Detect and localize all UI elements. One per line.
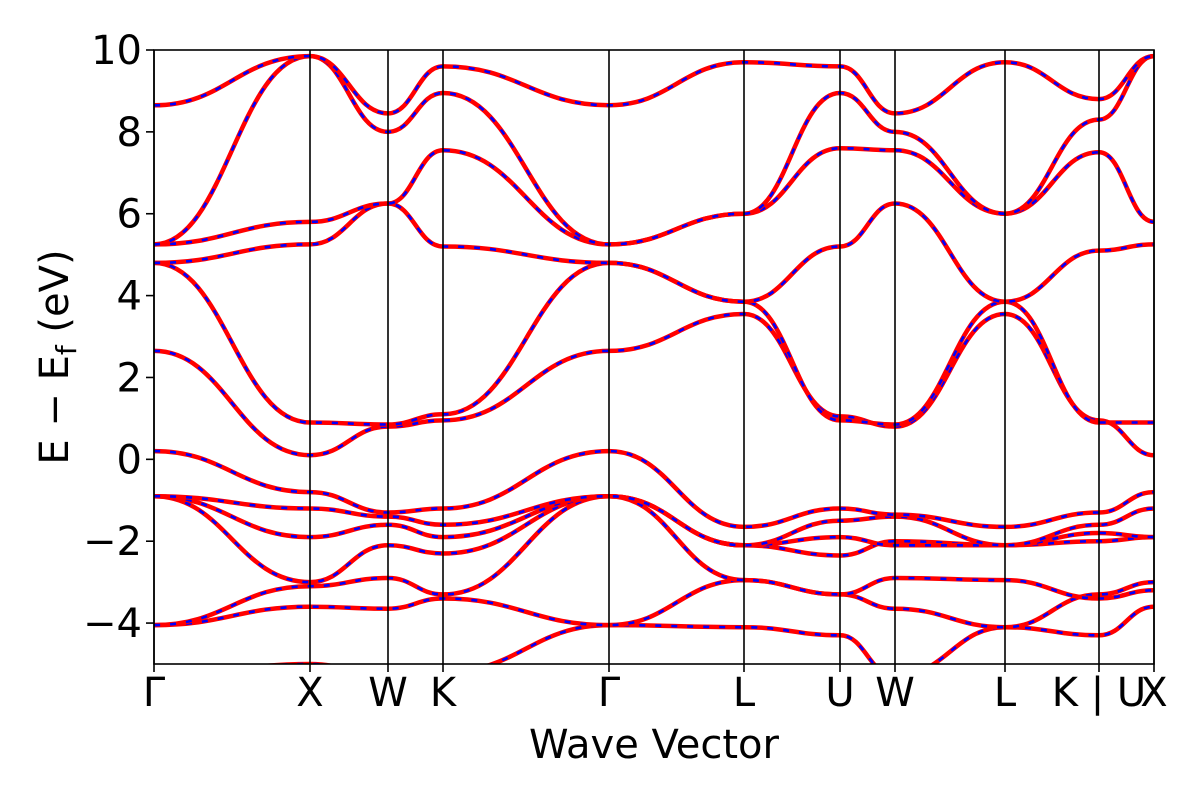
x-axis-label: Wave Vector [529, 722, 780, 768]
y-tick-label: 6 [117, 192, 142, 238]
x-tick-label: K [430, 670, 458, 716]
y-axis: −4 −2 0 2 4 6 8 10 [83, 28, 154, 647]
band-line-overlay [154, 202, 1154, 304]
y-tick-label: 8 [117, 110, 142, 156]
x-tick-label: W [875, 670, 915, 716]
y-tick-label: 10 [91, 28, 142, 74]
band-line-overlay [154, 578, 1154, 629]
y-tick-label: −2 [83, 519, 142, 565]
y-axis-label: E − Ef (eV) [32, 249, 83, 464]
band-lines [154, 53, 1154, 664]
band-line [154, 493, 1154, 548]
x-tick-label: Γ [143, 670, 166, 716]
band-line [154, 311, 1154, 458]
x-tick-label: X [1140, 670, 1167, 716]
x-tick-label: U [825, 670, 854, 716]
band-line [154, 201, 1154, 304]
band-line [154, 53, 1154, 116]
band-line [154, 53, 1154, 247]
y-tick-label: −4 [83, 601, 142, 647]
y-axis-label-unit: (eV) [32, 249, 78, 345]
band-line-overlay [154, 54, 1154, 246]
kpoint-lines [153, 50, 1155, 664]
x-tick-label: Γ [598, 670, 621, 716]
x-tick-label: L [733, 670, 756, 716]
band-line [154, 493, 1154, 548]
plot-frame [153, 49, 1155, 665]
band-line-overlay [154, 312, 1154, 457]
band-line-overlay [154, 54, 1154, 115]
x-tick-label: W [368, 670, 408, 716]
band-line-overlay [154, 146, 1154, 246]
band-line [154, 145, 1154, 247]
y-axis-label-main: E − E [32, 355, 78, 465]
x-tick-label: K | U [1052, 670, 1146, 716]
x-tick-label: L [994, 670, 1017, 716]
y-tick-label: 2 [117, 355, 142, 401]
band-line-overlay [154, 449, 1154, 529]
y-axis-label-sub: f [50, 344, 83, 355]
x-tick-label: X [296, 670, 323, 716]
y-tick-label: 0 [117, 437, 142, 483]
y-tick-label: 4 [117, 274, 142, 320]
